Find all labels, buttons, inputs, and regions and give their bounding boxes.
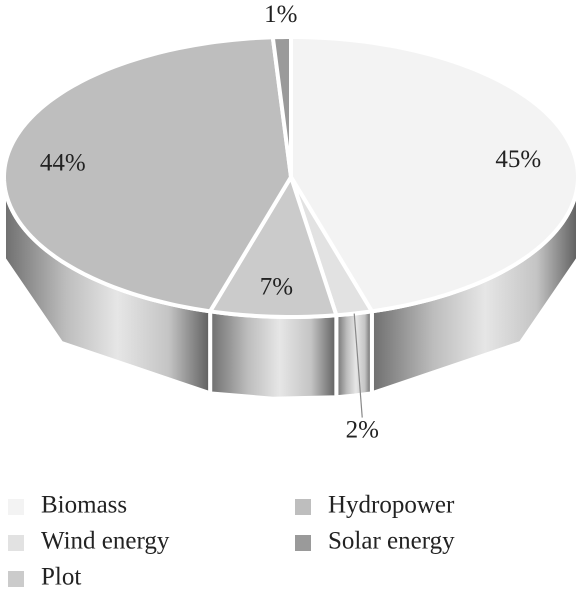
value-label: 7% (260, 274, 293, 301)
legend-swatch (8, 535, 24, 551)
slice-side (334, 309, 374, 400)
legend-swatch (295, 535, 311, 551)
value-label: 2% (346, 416, 379, 443)
value-label: 1% (264, 1, 297, 28)
slice (289, 175, 374, 318)
legend-label: Plot (41, 564, 81, 591)
value-label: 44% (40, 149, 86, 176)
legend-label: Biomass (41, 492, 127, 519)
legend-label: Solar energy (328, 528, 455, 555)
slice (270, 35, 293, 179)
leader-line (353, 313, 363, 418)
legend-swatch (8, 571, 24, 587)
legend-label: Wind energy (41, 528, 170, 555)
slice (289, 35, 580, 314)
slice-side (208, 309, 339, 401)
legend-label: Hydropower (328, 492, 455, 519)
value-label: 45% (495, 146, 541, 173)
slice (208, 175, 339, 319)
legend-swatch (8, 499, 24, 515)
legend-swatch (295, 499, 311, 515)
slice (2, 35, 293, 314)
